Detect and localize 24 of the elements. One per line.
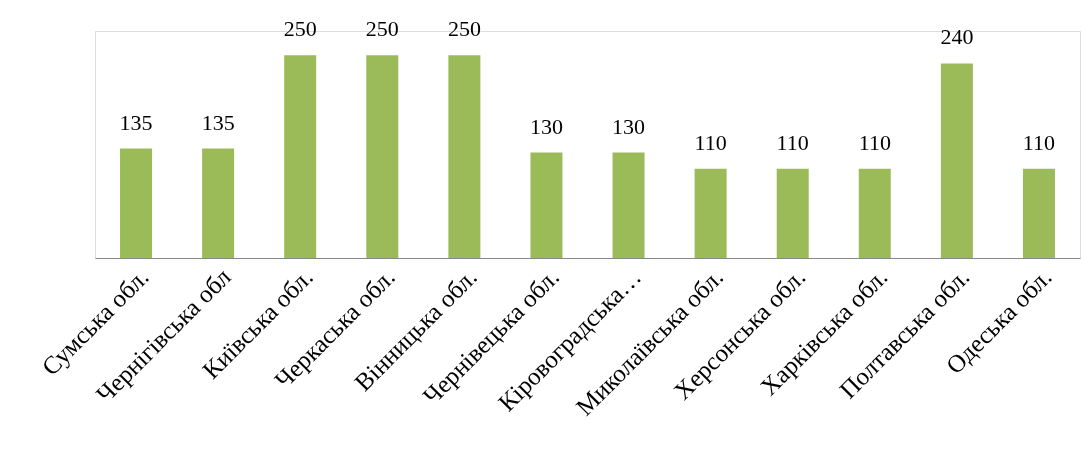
data-label: 135 [119, 109, 153, 135]
data-label: 110 [694, 129, 727, 155]
bar [776, 168, 809, 258]
data-label: 130 [529, 113, 563, 139]
data-label: 135 [201, 109, 235, 135]
data-label: 110 [858, 129, 891, 155]
bar [858, 168, 891, 258]
bar [940, 63, 973, 258]
bar [284, 55, 317, 258]
bar [448, 55, 481, 258]
bar [120, 148, 153, 258]
data-label: 110 [1022, 129, 1056, 155]
bar [366, 55, 399, 258]
data-label: 250 [283, 16, 317, 42]
bar [1022, 168, 1055, 258]
data-label: 240 [940, 24, 974, 50]
data-label: 110 [776, 129, 809, 155]
data-label: 250 [447, 16, 481, 42]
bar [612, 152, 645, 258]
bar [202, 148, 235, 258]
data-label: 250 [365, 16, 399, 42]
bar [530, 152, 563, 258]
data-label: 130 [612, 113, 646, 139]
bar [694, 168, 727, 258]
